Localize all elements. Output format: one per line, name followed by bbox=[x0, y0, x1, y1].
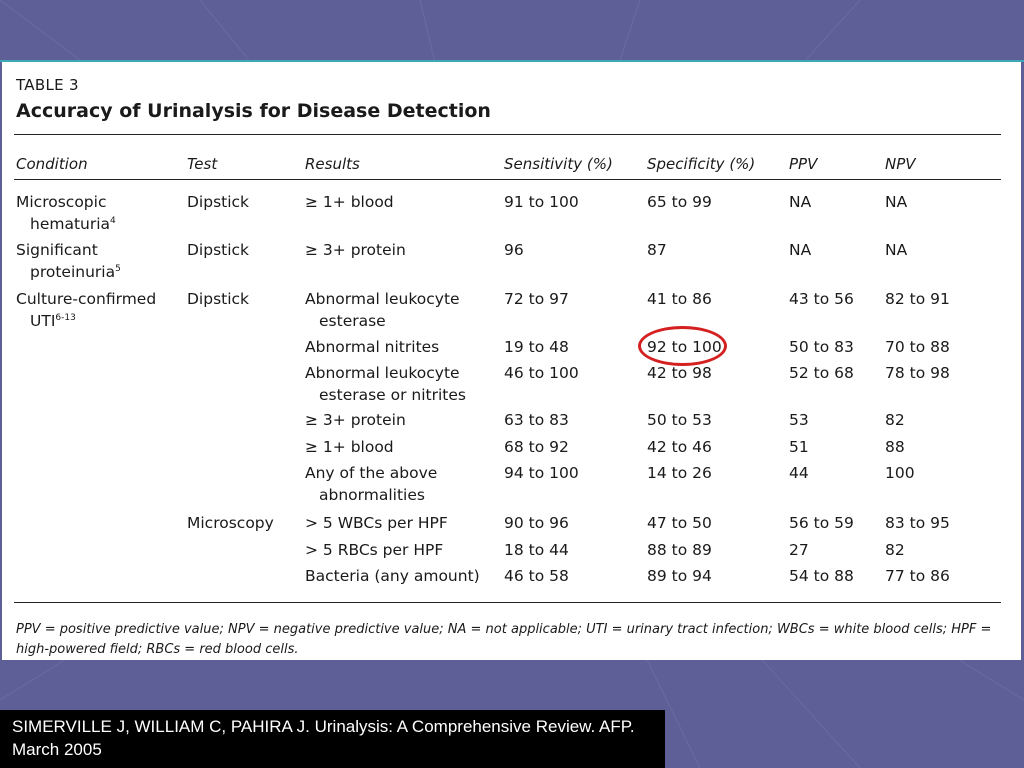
cell-ppv: 52 to 68 bbox=[789, 364, 854, 382]
cell-specificity: 65 to 99 bbox=[647, 193, 712, 211]
table-label: TABLE 3 bbox=[16, 76, 79, 94]
cell-npv: 82 bbox=[885, 541, 905, 559]
cell-ppv: 56 to 59 bbox=[789, 514, 854, 532]
cell-sensitivity: 91 to 100 bbox=[504, 193, 579, 211]
cell-ppv: 43 to 56 bbox=[789, 290, 854, 308]
cell-results: ≥ 1+ blood bbox=[305, 438, 394, 456]
table-title: Accuracy of Urinalysis for Disease Detec… bbox=[16, 100, 491, 122]
cell-npv: 83 to 95 bbox=[885, 514, 950, 532]
cell-ppv: 51 bbox=[789, 438, 809, 456]
cell-results: ≥ 3+ protein bbox=[305, 411, 406, 429]
cell-sensitivity: 90 to 96 bbox=[504, 514, 569, 532]
header-npv: NPV bbox=[885, 155, 916, 173]
cell-specificity: 14 to 26 bbox=[647, 464, 712, 482]
cell-sensitivity: 19 to 48 bbox=[504, 338, 569, 356]
table-footnote: PPV = positive predictive value; NPV = n… bbox=[16, 622, 992, 657]
cell-npv: 100 bbox=[885, 464, 915, 482]
header-rule bbox=[14, 179, 1001, 180]
table-bottom-rule bbox=[14, 602, 1001, 603]
cell-npv: NA bbox=[885, 241, 908, 259]
header-specificity: Specificity (%) bbox=[647, 155, 756, 173]
cell-results: Abnormal leukocyte esterase or nitrites bbox=[305, 364, 466, 404]
cell-npv: 82 bbox=[885, 411, 905, 429]
cell-results: ≥ 3+ protein bbox=[305, 241, 406, 259]
cell-npv: 82 to 91 bbox=[885, 290, 950, 308]
reference-superscript: 4 bbox=[110, 216, 116, 226]
cell-test: Dipstick bbox=[187, 241, 250, 259]
cell-condition: Significant proteinuria5 bbox=[16, 241, 121, 281]
cell-specificity: 87 bbox=[647, 241, 667, 259]
cell-results: Abnormal leukocyte esterase bbox=[305, 290, 460, 330]
cell-sensitivity: 46 to 58 bbox=[504, 567, 569, 585]
cell-ppv: 44 bbox=[789, 464, 809, 482]
cell-specificity: 88 to 89 bbox=[647, 541, 712, 559]
cell-npv: 70 to 88 bbox=[885, 338, 950, 356]
cell-specificity: 42 to 98 bbox=[647, 364, 712, 382]
cell-results: Any of the above abnormalities bbox=[305, 464, 438, 504]
cell-npv: 88 bbox=[885, 438, 905, 456]
cell-results: Abnormal nitrites bbox=[305, 338, 440, 356]
cell-ppv: NA bbox=[789, 193, 812, 211]
cell-specificity: 89 to 94 bbox=[647, 567, 712, 585]
cell-ppv: 50 to 83 bbox=[789, 338, 854, 356]
cell-specificity: 50 to 53 bbox=[647, 411, 712, 429]
header-condition: Condition bbox=[16, 155, 88, 173]
cell-ppv: 54 to 88 bbox=[789, 567, 854, 585]
cell-sensitivity: 63 to 83 bbox=[504, 411, 569, 429]
cell-sensitivity: 18 to 44 bbox=[504, 541, 569, 559]
reference-superscript: 6-13 bbox=[55, 313, 76, 323]
cell-npv: NA bbox=[885, 193, 908, 211]
cell-ppv: 27 bbox=[789, 541, 809, 559]
title-rule bbox=[14, 134, 1001, 135]
cell-sensitivity: 96 bbox=[504, 241, 524, 259]
header-sensitivity: Sensitivity (%) bbox=[504, 155, 613, 173]
slide-top-rule bbox=[0, 60, 1024, 62]
cell-test: Microscopy bbox=[187, 514, 274, 532]
cell-test: Dipstick bbox=[187, 290, 250, 308]
cell-sensitivity: 72 to 97 bbox=[504, 290, 569, 308]
cell-ppv: NA bbox=[789, 241, 812, 259]
cell-results: > 5 RBCs per HPF bbox=[305, 541, 444, 559]
cell-results: ≥ 1+ blood bbox=[305, 193, 394, 211]
cell-sensitivity: 94 to 100 bbox=[504, 464, 579, 482]
cell-results: > 5 WBCs per HPF bbox=[305, 514, 448, 532]
header-results: Results bbox=[305, 155, 360, 173]
cell-sensitivity: 68 to 92 bbox=[504, 438, 569, 456]
cell-npv: 77 to 86 bbox=[885, 567, 950, 585]
reference-superscript: 5 bbox=[115, 264, 121, 274]
cell-ppv: 53 bbox=[789, 411, 809, 429]
table-panel: TABLE 3 Accuracy of Urinalysis for Disea… bbox=[2, 62, 1021, 660]
cell-condition: Microscopic hematuria4 bbox=[16, 193, 116, 233]
cell-sensitivity: 46 to 100 bbox=[504, 364, 579, 382]
header-test: Test bbox=[187, 155, 218, 173]
cell-results: Bacteria (any amount) bbox=[305, 567, 480, 585]
cell-specificity: 41 to 86 bbox=[647, 290, 712, 308]
cell-npv: 78 to 98 bbox=[885, 364, 950, 382]
citation: SIMERVILLE J, WILLIAM C, PAHIRA J. Urina… bbox=[0, 710, 665, 768]
cell-specificity: 47 to 50 bbox=[647, 514, 712, 532]
cell-condition: Culture-confirmed UTI6-13 bbox=[16, 290, 157, 330]
highlight-ring bbox=[638, 326, 727, 366]
header-ppv: PPV bbox=[789, 155, 818, 173]
cell-specificity: 42 to 46 bbox=[647, 438, 712, 456]
cell-test: Dipstick bbox=[187, 193, 250, 211]
